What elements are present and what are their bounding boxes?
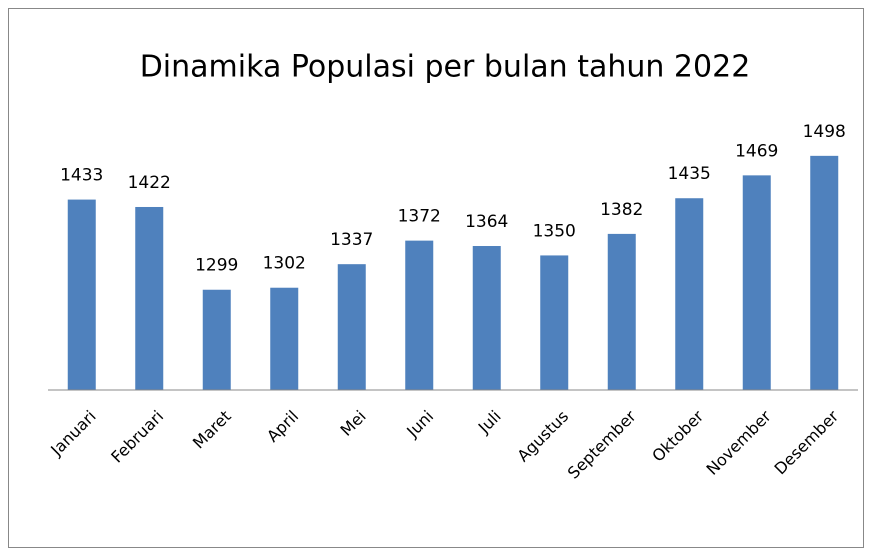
- value-label: 1299: [195, 256, 238, 276]
- value-label: 1422: [128, 173, 171, 193]
- value-label: 1433: [60, 166, 103, 186]
- bar: [337, 264, 366, 390]
- value-label: 1382: [600, 200, 643, 220]
- bar: [270, 287, 299, 390]
- bar: [202, 289, 231, 390]
- value-label: 1364: [465, 212, 508, 232]
- value-label: 1302: [263, 254, 306, 274]
- bar: [540, 255, 569, 390]
- value-label: 1337: [330, 230, 373, 250]
- bar: [810, 155, 839, 390]
- value-label: 1350: [533, 221, 576, 241]
- chart-title: Dinamika Populasi per bulan tahun 2022: [140, 50, 751, 85]
- bar: [472, 246, 501, 390]
- bar: [405, 240, 434, 390]
- bar: [742, 175, 771, 390]
- bar: [607, 233, 636, 390]
- bar: [67, 199, 96, 390]
- value-label: 1469: [735, 141, 778, 161]
- bar: [135, 206, 164, 390]
- bar: [675, 198, 704, 390]
- value-label: 1498: [803, 122, 846, 142]
- value-label: 1372: [398, 207, 441, 227]
- value-label: 1435: [668, 164, 711, 184]
